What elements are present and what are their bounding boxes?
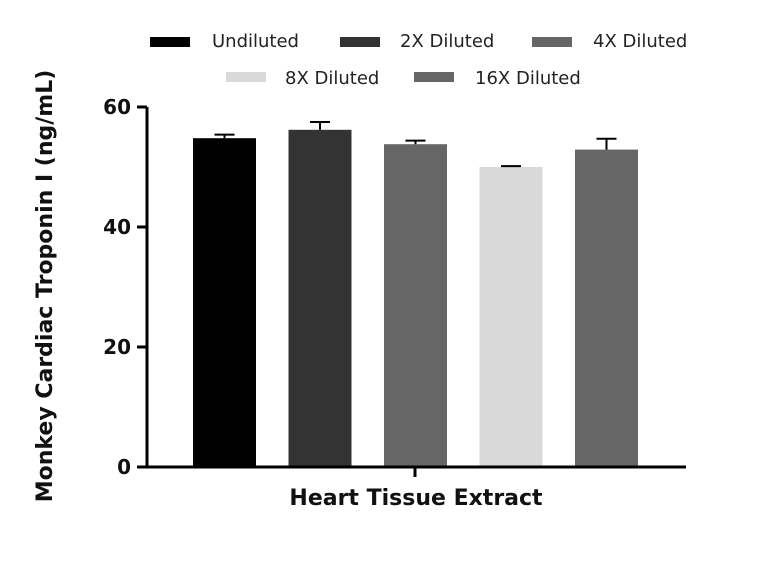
legend-swatch [150, 37, 190, 47]
bar-8x-diluted [479, 167, 543, 467]
bar-4x-diluted [384, 144, 447, 467]
legend-label: 8X Diluted [285, 68, 379, 89]
legend-swatch [226, 72, 266, 82]
bar-16x-diluted [575, 149, 638, 467]
legend-label: Undiluted [212, 31, 299, 52]
legend-swatch [414, 72, 454, 82]
x-axis-title: Heart Tissue Extract [289, 486, 543, 511]
legend-label: 2X Diluted [400, 31, 494, 52]
y-tick-label: 20 [103, 335, 131, 359]
bar-undiluted [193, 138, 256, 467]
y-tick-label: 40 [103, 215, 131, 239]
legend-label: 16X Diluted [475, 68, 581, 89]
legend-swatch [532, 37, 572, 47]
legend: Undiluted 2X Diluted 4X Diluted 8X Diluted 1… [150, 31, 687, 89]
legend-label: 4X Diluted [593, 31, 687, 52]
y-tick-label: 60 [103, 95, 131, 119]
y-axis-title: Monkey Cardiac Troponin I (ng/mL) [33, 70, 58, 503]
y-ticks-group: 0 20 40 60 [103, 95, 147, 479]
legend-swatch [340, 37, 380, 47]
y-tick-label: 0 [117, 455, 131, 479]
bar-2x-diluted [288, 129, 352, 468]
bars-group [193, 121, 638, 468]
axes-group [145, 107, 686, 477]
